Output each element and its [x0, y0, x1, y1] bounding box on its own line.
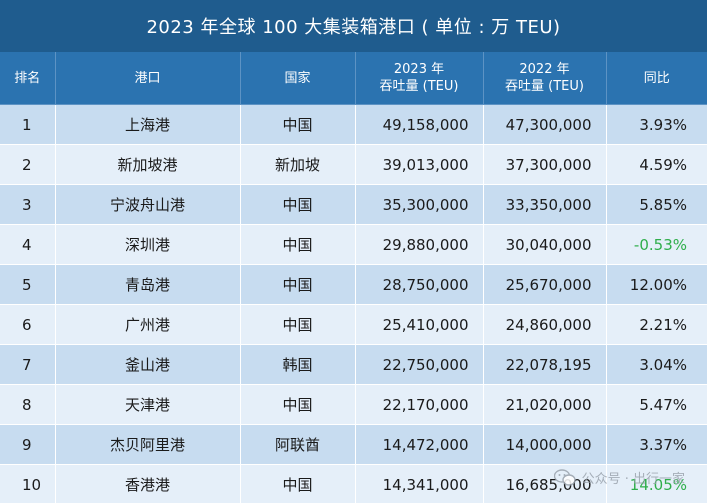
- country-cell: 中国: [240, 464, 356, 503]
- country-cell: 中国: [240, 264, 356, 305]
- rank-cell: 4: [0, 224, 56, 265]
- throughput-2022-cell: 47,300,000: [483, 104, 607, 145]
- country-cell: 中国: [240, 104, 356, 145]
- table-row: 3 宁波舟山港 中国 35,300,000 33,350,000 5.85%: [0, 184, 707, 225]
- country-cell: 阿联酋: [240, 424, 356, 465]
- throughput-2023-cell: 49,158,000: [355, 104, 484, 145]
- yoy-cell-negative: -0.53%: [606, 224, 707, 265]
- header-port: 港口: [55, 52, 241, 105]
- header-2022: 2022 年 吞吐量 (TEU): [483, 52, 607, 105]
- table-row: 8 天津港 中国 22,170,000 21,020,000 5.47%: [0, 384, 707, 425]
- port-cell: 新加坡港: [55, 144, 241, 185]
- port-cell: 青岛港: [55, 264, 241, 305]
- port-ranking-table: 排名 港口 国家 2023 年 吞吐量 (TEU) 2022 年 吞吐量 (TE…: [0, 52, 707, 503]
- throughput-2023-cell: 29,880,000: [355, 224, 484, 265]
- rank-cell: 5: [0, 264, 56, 305]
- country-cell: 中国: [240, 224, 356, 265]
- port-cell: 香港港: [55, 464, 241, 503]
- table-row: 2 新加坡港 新加坡 39,013,000 37,300,000 4.59%: [0, 144, 707, 185]
- country-cell: 新加坡: [240, 144, 356, 185]
- header-2023-year: 2023 年: [393, 62, 445, 77]
- throughput-2022-cell: 22,078,195: [483, 344, 607, 385]
- yoy-cell: 4.59%: [606, 144, 707, 185]
- yoy-cell: 3.93%: [606, 104, 707, 145]
- header-row: 排名 港口 国家 2023 年 吞吐量 (TEU) 2022 年 吞吐量 (TE…: [0, 52, 707, 105]
- port-cell: 宁波舟山港: [55, 184, 241, 225]
- port-cell: 深圳港: [55, 224, 241, 265]
- table-row: 4 深圳港 中国 29,880,000 30,040,000 -0.53%: [0, 224, 707, 265]
- port-cell: 广州港: [55, 304, 241, 345]
- throughput-2023-cell: 22,170,000: [355, 384, 484, 425]
- port-cell: 上海港: [55, 104, 241, 145]
- rank-cell: 6: [0, 304, 56, 345]
- throughput-2023-cell: 14,472,000: [355, 424, 484, 465]
- throughput-2023-cell: 39,013,000: [355, 144, 484, 185]
- table-row: 9 杰贝阿里港 阿联酋 14,472,000 14,000,000 3.37%: [0, 424, 707, 465]
- yoy-cell: 5.47%: [606, 384, 707, 425]
- header-2022-year: 2022 年: [519, 62, 570, 77]
- port-cell: 杰贝阿里港: [55, 424, 241, 465]
- watermark-text: 公众号 · 出行一家: [581, 472, 685, 487]
- rank-cell: 9: [0, 424, 56, 465]
- throughput-2022-cell: 21,020,000: [483, 384, 607, 425]
- wechat-icon: [553, 468, 576, 487]
- throughput-2023-cell: 35,300,000: [355, 184, 484, 225]
- throughput-2022-cell: 16,685,000: [483, 464, 607, 503]
- country-cell: 韩国: [240, 344, 356, 385]
- throughput-2023-cell: 22,750,000: [355, 344, 484, 385]
- header-2023: 2023 年 吞吐量 (TEU): [355, 52, 484, 105]
- rank-cell: 7: [0, 344, 56, 385]
- rank-cell: 8: [0, 384, 56, 425]
- header-yoy: 同比: [606, 52, 707, 105]
- rank-cell: 3: [0, 184, 56, 225]
- country-cell: 中国: [240, 304, 356, 345]
- rank-cell: 10: [0, 464, 56, 503]
- header-2023-unit: 吞吐量 (TEU): [379, 79, 459, 94]
- yoy-cell: 3.37%: [606, 424, 707, 465]
- table-row: 1 上海港 中国 49,158,000 47,300,000 3.93%: [0, 104, 707, 145]
- table-title: 2023 年全球 100 大集装箱港口 ( 单位 : 万 TEU): [0, 0, 707, 52]
- country-cell: 中国: [240, 384, 356, 425]
- table-row: 6 广州港 中国 25,410,000 24,860,000 2.21%: [0, 304, 707, 345]
- throughput-2023-cell: 25,410,000: [355, 304, 484, 345]
- table-row: 5 青岛港 中国 28,750,000 25,670,000 12.00%: [0, 264, 707, 305]
- header-2022-unit: 吞吐量 (TEU): [505, 79, 584, 94]
- port-cell: 釜山港: [55, 344, 241, 385]
- table-row: 7 釜山港 韩国 22,750,000 22,078,195 3.04%: [0, 344, 707, 385]
- yoy-cell: 5.85%: [606, 184, 707, 225]
- throughput-2022-cell: 24,860,000: [483, 304, 607, 345]
- header-country: 国家: [240, 52, 356, 105]
- throughput-2022-cell: 33,350,000: [483, 184, 607, 225]
- rank-cell: 2: [0, 144, 56, 185]
- throughput-2023-cell: 28,750,000: [355, 264, 484, 305]
- table-row: 10 香港港 中国 14,341,000 16,685,000 14.05%: [0, 464, 707, 503]
- port-cell: 天津港: [55, 384, 241, 425]
- watermark: 公众号 · 出行一家: [553, 468, 685, 487]
- header-rank: 排名: [0, 52, 56, 105]
- yoy-cell-watermarked: 14.05%: [606, 464, 707, 503]
- rank-cell: 1: [0, 104, 56, 145]
- yoy-cell: 2.21%: [606, 304, 707, 345]
- throughput-2022-cell: 37,300,000: [483, 144, 607, 185]
- throughput-2022-cell: 30,040,000: [483, 224, 607, 265]
- yoy-cell: 12.00%: [606, 264, 707, 305]
- throughput-2022-cell: 14,000,000: [483, 424, 607, 465]
- country-cell: 中国: [240, 184, 356, 225]
- yoy-cell: 3.04%: [606, 344, 707, 385]
- throughput-2022-cell: 25,670,000: [483, 264, 607, 305]
- throughput-2023-cell: 14,341,000: [355, 464, 484, 503]
